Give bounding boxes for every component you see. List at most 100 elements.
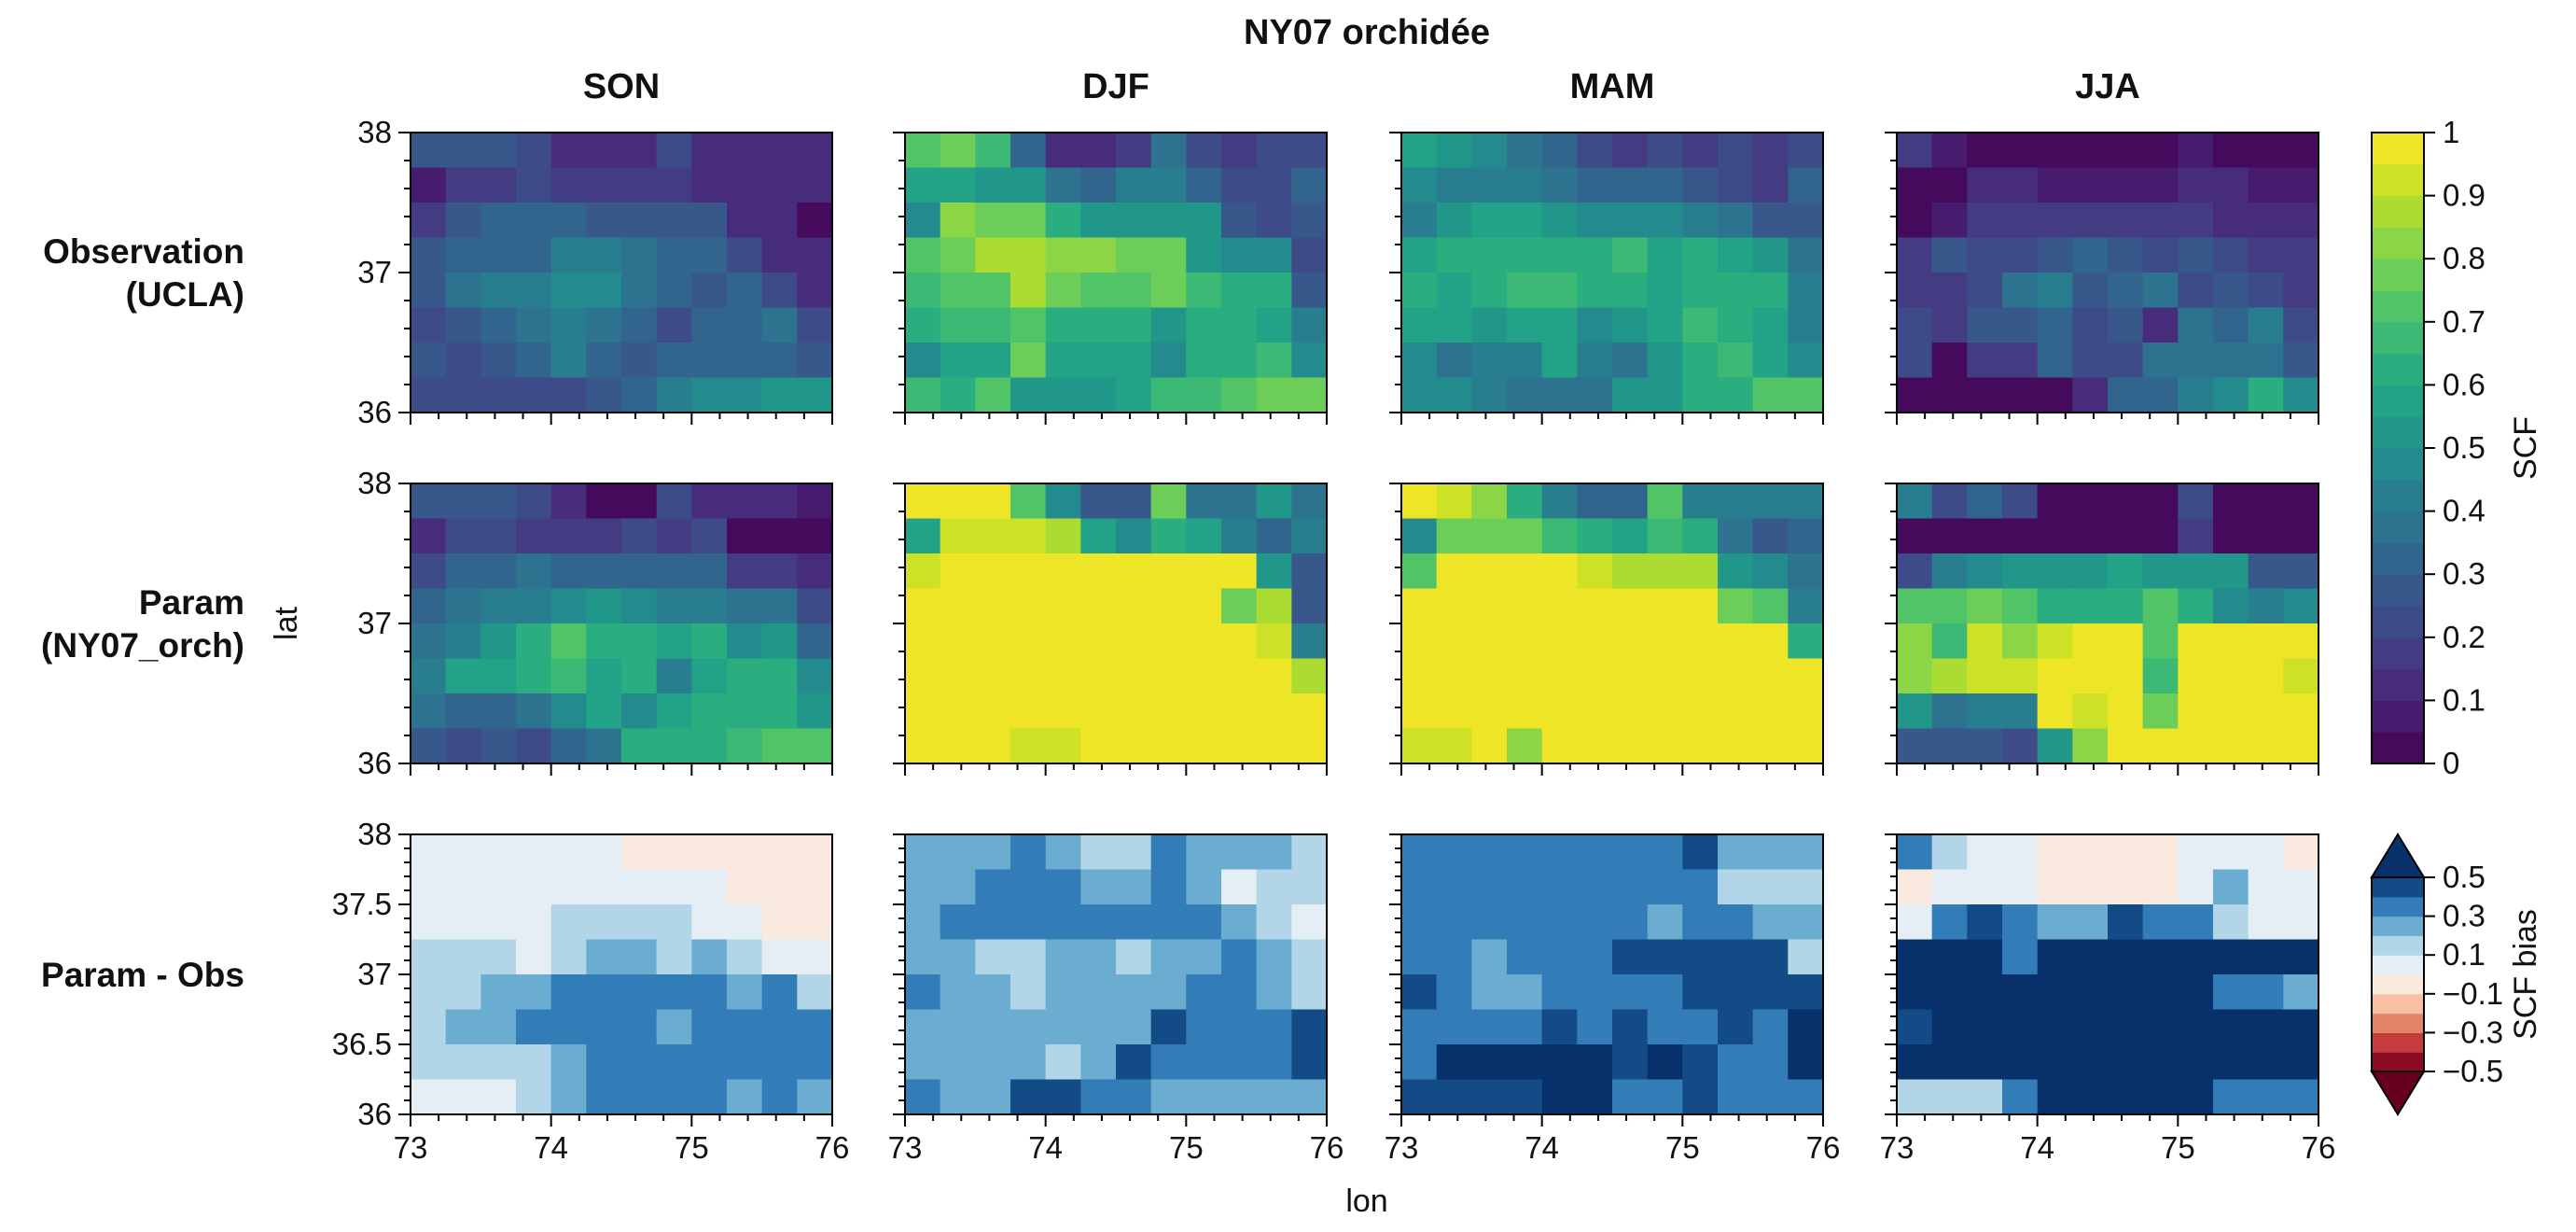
heatmap-cell [1897, 307, 1933, 343]
x-tick-label: 75 [1665, 1130, 1700, 1165]
heatmap-cell [550, 273, 587, 309]
heatmap-cell [761, 658, 798, 694]
heatmap-cell [516, 273, 552, 309]
heatmap-cell [550, 133, 587, 169]
heatmap-cell [1507, 904, 1543, 941]
heatmap-cell [586, 203, 622, 239]
heatmap-cell [727, 834, 763, 871]
heatmap-cell [2142, 273, 2179, 309]
heatmap-cell [1931, 869, 1968, 905]
heatmap-cell [1788, 834, 1824, 871]
heatmap-cell [1436, 939, 1472, 975]
heatmap-cell [1045, 834, 1081, 871]
heatmap-cell [975, 553, 1011, 590]
heatmap-cell [621, 728, 658, 764]
heatmap-cell [797, 869, 833, 905]
heatmap-cell [1010, 133, 1047, 169]
heatmap-cell [975, 1044, 1011, 1081]
heatmap-cell [1116, 588, 1152, 624]
heatmap-cell [1436, 237, 1472, 273]
heatmap-cell [2072, 483, 2109, 520]
heatmap-cell [2283, 693, 2319, 730]
heatmap-cell [1401, 237, 1438, 273]
heatmap-cell [1577, 273, 1613, 309]
heatmap-cell [1010, 693, 1047, 730]
heatmap-cell [586, 237, 622, 273]
heatmap-cell [2213, 728, 2249, 764]
heatmap-cell [1718, 518, 1754, 554]
heatmap-cell [2072, 237, 2109, 273]
heatmap-cell [940, 834, 976, 871]
heatmap-cell [1682, 273, 1719, 309]
heatmap-cell [2108, 904, 2144, 941]
heatmap-cell [1718, 1044, 1754, 1081]
heatmap-cell [480, 307, 517, 343]
heatmap-cell [1541, 834, 1578, 871]
heatmap-cell [1612, 904, 1649, 941]
heatmap-cell [1186, 1044, 1222, 1081]
heatmap-cell [975, 974, 1011, 1011]
heatmap-cell [691, 834, 728, 871]
heatmap-cell [2142, 728, 2179, 764]
heatmap-cell [761, 869, 798, 905]
heatmap-cell [1577, 307, 1613, 343]
heatmap-cell [1612, 869, 1649, 905]
heatmap-cell [1221, 377, 1258, 413]
heatmap-cell [975, 658, 1011, 694]
heatmap-cell [1080, 1079, 1117, 1115]
heatmap-cell [1541, 343, 1578, 379]
heatmap-cell [1401, 273, 1438, 309]
heatmap-cell [1436, 693, 1472, 730]
heatmap-cell [975, 939, 1011, 975]
panel-2-mam: 73 74 75 76 [1385, 833, 1840, 1165]
heatmap-cell [656, 693, 692, 730]
heatmap-cell [1045, 658, 1081, 694]
heatmap-cell [1401, 939, 1438, 975]
heatmap-cell [2283, 974, 2319, 1011]
heatmap-cell [1612, 237, 1649, 273]
heatmap-cell [1221, 693, 1258, 730]
heatmap-cell [2248, 518, 2284, 554]
heatmap-cell [761, 167, 798, 203]
heatmap-cell [621, 693, 658, 730]
heatmap-cell [2002, 377, 2039, 413]
heatmap-cell [1541, 728, 1578, 764]
heatmap-cell [727, 553, 763, 590]
heatmap-cell [411, 167, 447, 203]
heatmap-cell [1718, 974, 1754, 1011]
heatmap-cell [2002, 237, 2039, 273]
heatmap-cell [2037, 658, 2073, 694]
heatmap-cell [586, 974, 622, 1011]
heatmap-cell [905, 307, 941, 343]
heatmap-cell [2213, 588, 2249, 624]
heatmap-cell [1045, 904, 1081, 941]
heatmap-cell [1788, 658, 1824, 694]
heatmap-cell [516, 869, 552, 905]
heatmap-cell [586, 623, 622, 660]
heatmap-cell [621, 237, 658, 273]
heatmap-cell [2108, 237, 2144, 273]
heatmap-cell [1291, 553, 1328, 590]
heatmap-cell [1186, 377, 1222, 413]
heatmap-cell [1291, 588, 1328, 624]
heatmap-cell [1788, 693, 1824, 730]
heatmap-cell [1931, 588, 1968, 624]
y-tick-label: 38 [357, 115, 392, 149]
heatmap-cell [1010, 588, 1047, 624]
heatmap-cell [1116, 904, 1152, 941]
heatmap-cell [1931, 939, 1968, 975]
heatmap-cell [797, 518, 833, 554]
heatmap-cell [2108, 658, 2144, 694]
heatmap-cell [1291, 167, 1328, 203]
heatmap-cell [445, 518, 481, 554]
heatmap-cell [1045, 237, 1081, 273]
heatmap-cell [1897, 728, 1933, 764]
heatmap-cell [940, 377, 976, 413]
heatmap-cell [1718, 939, 1754, 975]
heatmap-cell [1221, 203, 1258, 239]
heatmap-cell [1221, 904, 1258, 941]
heatmap-cell [1150, 133, 1187, 169]
heatmap-cell [691, 1009, 728, 1045]
panel-0-son: 36 37 38 [357, 115, 833, 429]
heatmap-cell [905, 203, 941, 239]
